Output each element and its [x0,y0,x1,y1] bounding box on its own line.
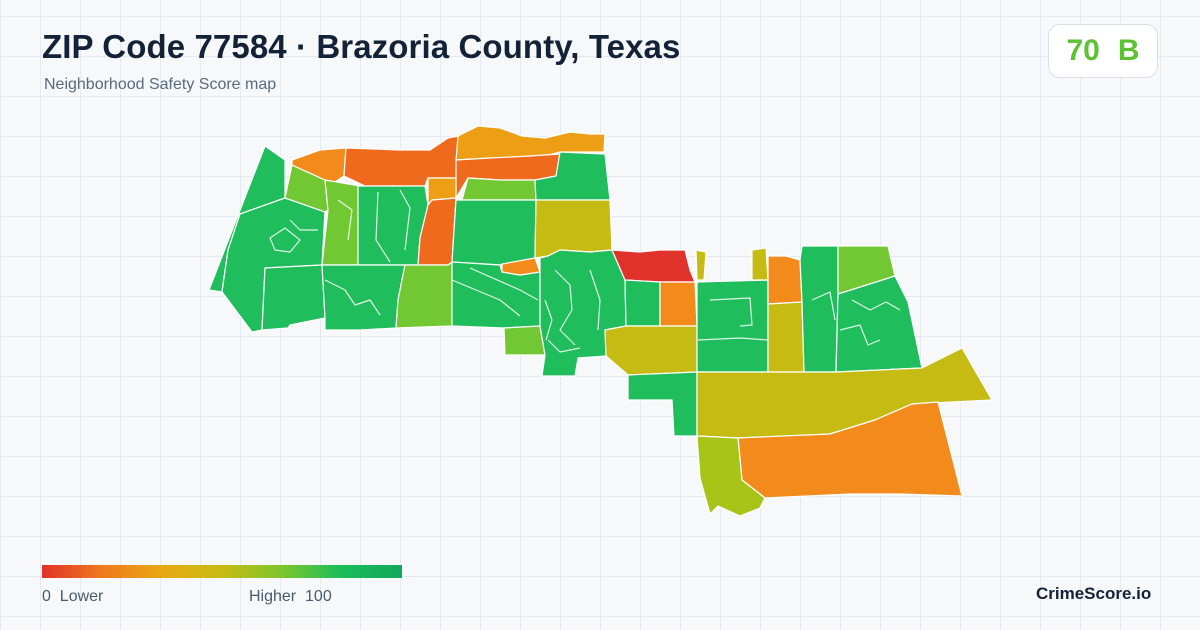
map-region[interactable] [767,255,803,305]
map-region[interactable] [696,279,769,373]
map-region[interactable] [534,199,613,259]
page-subtitle: Neighborhood Safety Score map [44,76,277,93]
legend-min-value: 0 [42,588,51,605]
map-region[interactable] [835,275,923,373]
map-region[interactable] [451,199,537,266]
map-region[interactable] [696,435,766,517]
map-region[interactable] [501,257,541,276]
brand-logo-text[interactable]: CrimeScore.io [1036,584,1152,603]
score-badge: 70 B [1048,24,1158,78]
legend-min-label: Lower [59,588,104,605]
legend-max-label: Higher [249,588,297,605]
map-boundaries [269,189,901,353]
map-region[interactable] [624,279,661,327]
map-region[interactable] [321,264,406,331]
score-grade: B [1117,34,1140,67]
map-region[interactable] [261,264,326,331]
page-title: ZIP Code 77584 · Brazoria County, Texas [42,28,681,65]
map-region[interactable] [627,371,698,437]
map-region[interactable] [799,245,839,373]
map-region[interactable] [751,247,769,281]
map-region[interactable] [611,249,696,283]
map-region[interactable] [695,249,707,281]
legend-gradient-bar [42,565,402,578]
legend-high-label: Higher 100 [249,588,332,606]
map-region[interactable] [357,185,429,266]
legend-low-label: 0 Lower [42,588,103,606]
map-region[interactable] [395,261,453,329]
map-region[interactable] [461,177,537,201]
map-region[interactable] [659,281,698,327]
map-region[interactable] [604,325,698,376]
map-region[interactable] [503,325,546,356]
score-value: 70 [1066,34,1100,67]
legend-max-value: 100 [305,588,332,605]
map-region[interactable] [767,301,805,373]
map-region[interactable] [321,179,361,266]
